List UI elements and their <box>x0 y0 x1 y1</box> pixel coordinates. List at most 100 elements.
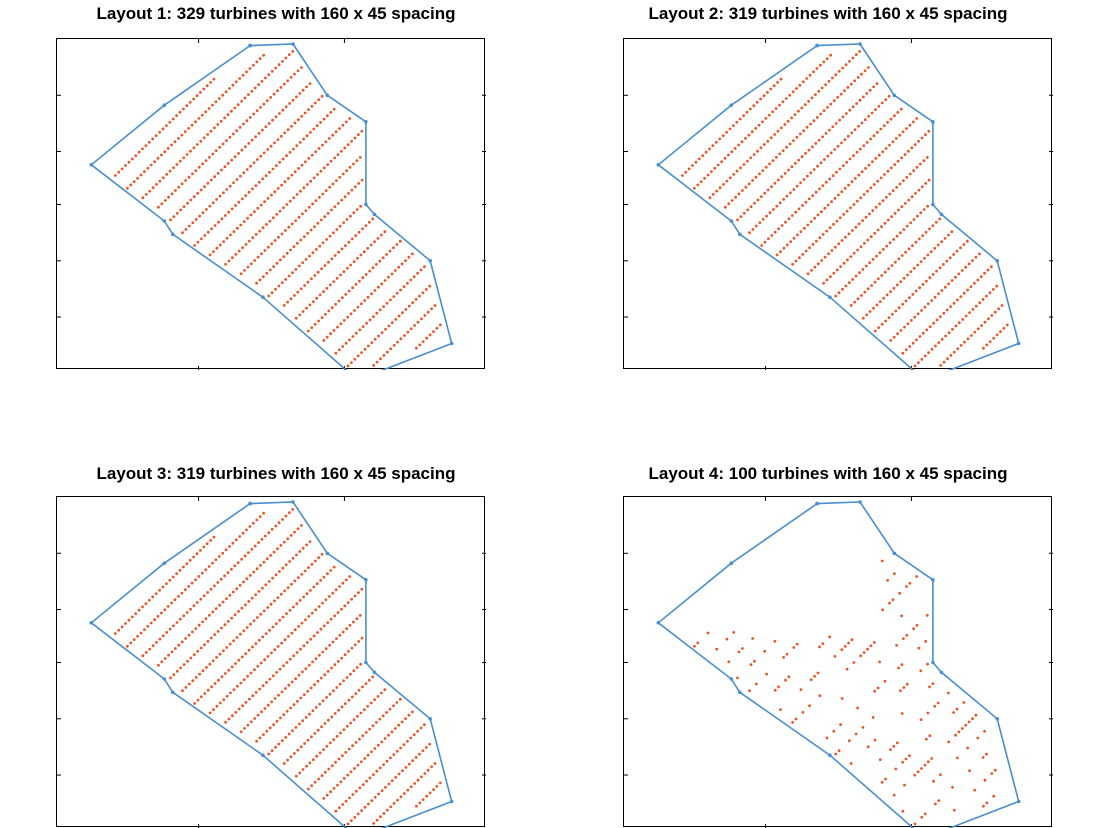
turbine-point <box>301 212 304 216</box>
turbine-point <box>781 100 785 104</box>
turbine-point <box>242 678 246 681</box>
turbine-point <box>346 822 350 826</box>
turbine-point <box>815 116 819 119</box>
turbine-point <box>742 163 746 166</box>
turbine-point <box>252 161 256 165</box>
turbine-point <box>252 63 255 67</box>
turbine-point <box>265 729 269 733</box>
turbine-point <box>396 340 399 344</box>
turbine-point <box>884 319 887 323</box>
turbine-point <box>852 251 856 255</box>
turbine-point <box>913 364 917 368</box>
turbine-point <box>908 581 912 585</box>
turbine-point <box>766 139 770 143</box>
turbine-point <box>334 809 338 813</box>
turbine-point <box>279 592 283 596</box>
turbine-point <box>918 286 921 290</box>
turbine-point <box>758 172 761 176</box>
turbine-point <box>311 202 314 206</box>
turbine-point <box>309 637 313 641</box>
turbine-point <box>179 666 183 670</box>
turbine-point <box>163 150 167 154</box>
turbine-point <box>330 666 333 670</box>
turbine-point <box>866 745 870 749</box>
turbine-point <box>824 132 828 135</box>
turbine-point <box>316 631 319 634</box>
turbine-point <box>922 208 926 211</box>
turbine-point <box>388 707 392 711</box>
turbine-point <box>866 238 870 242</box>
turbine-point <box>901 302 904 306</box>
plot-axes <box>56 38 486 370</box>
turbine-point <box>993 768 997 772</box>
turbine-point <box>904 348 908 352</box>
turbine-point <box>253 86 257 90</box>
turbine-point <box>390 779 394 783</box>
turbine-point <box>831 125 835 129</box>
turbine-point <box>363 757 367 760</box>
turbine-point <box>772 208 775 211</box>
turbine-point <box>423 723 426 727</box>
turbine-point <box>251 694 255 698</box>
turbine-point <box>847 641 850 645</box>
turbine-point <box>187 127 191 130</box>
turbine-point <box>957 730 961 734</box>
turbine-point <box>368 318 372 322</box>
turbine-point <box>146 624 150 628</box>
turbine-point <box>269 144 273 148</box>
boundary-vertex <box>729 219 734 223</box>
turbine-point <box>166 147 170 150</box>
chart-title: Layout 3: 319 turbines with 160 x 45 spa… <box>96 464 456 483</box>
turbine-point <box>814 93 817 96</box>
turbine-point <box>892 238 895 241</box>
turbine-point <box>244 145 247 149</box>
turbine-point <box>347 698 351 702</box>
turbine-point <box>910 146 914 150</box>
turbine-point <box>745 110 749 114</box>
turbine-point <box>863 118 867 121</box>
turbine-point <box>347 747 351 751</box>
boundary-line <box>657 43 1020 370</box>
turbine-point <box>364 731 368 734</box>
turbine-point <box>124 622 127 625</box>
turbine-point <box>889 166 893 170</box>
turbine-point <box>312 176 316 180</box>
turbine-point <box>203 643 206 647</box>
turbine-point <box>120 625 124 629</box>
turbine-point <box>393 269 397 272</box>
turbine-point <box>409 736 413 740</box>
turbine-point <box>223 623 227 627</box>
turbine-point <box>952 301 956 305</box>
turbine-point <box>369 243 373 247</box>
turbine-point <box>373 337 377 341</box>
turbine-point <box>387 275 390 279</box>
turbine-point <box>325 696 328 699</box>
turbine-point <box>166 605 170 608</box>
turbine-point <box>995 333 999 337</box>
turbine-point <box>906 322 910 326</box>
turbine-point <box>275 671 279 674</box>
turbine-point <box>340 198 344 202</box>
turbine-point <box>373 698 376 702</box>
turbine-point <box>957 272 961 276</box>
turbine-point <box>925 279 928 283</box>
turbine-point <box>286 300 289 304</box>
turbine-point <box>282 206 285 210</box>
turbine-point <box>704 150 708 154</box>
turbine-point <box>225 139 228 142</box>
turbine-point <box>358 614 362 617</box>
turbine-point <box>175 211 179 215</box>
turbine-point <box>735 169 739 173</box>
turbine-point <box>840 697 844 700</box>
turbine-point <box>353 309 356 312</box>
turbine-point <box>320 725 323 729</box>
turbine-point <box>321 143 324 147</box>
turbine-point <box>266 655 270 658</box>
turbine-point <box>238 125 242 129</box>
turbine-point <box>983 271 986 275</box>
turbine-point <box>310 326 314 329</box>
turbine-point <box>280 641 283 645</box>
turbine-point <box>774 107 778 110</box>
turbine-point <box>819 112 823 116</box>
turbine-point <box>693 186 696 190</box>
